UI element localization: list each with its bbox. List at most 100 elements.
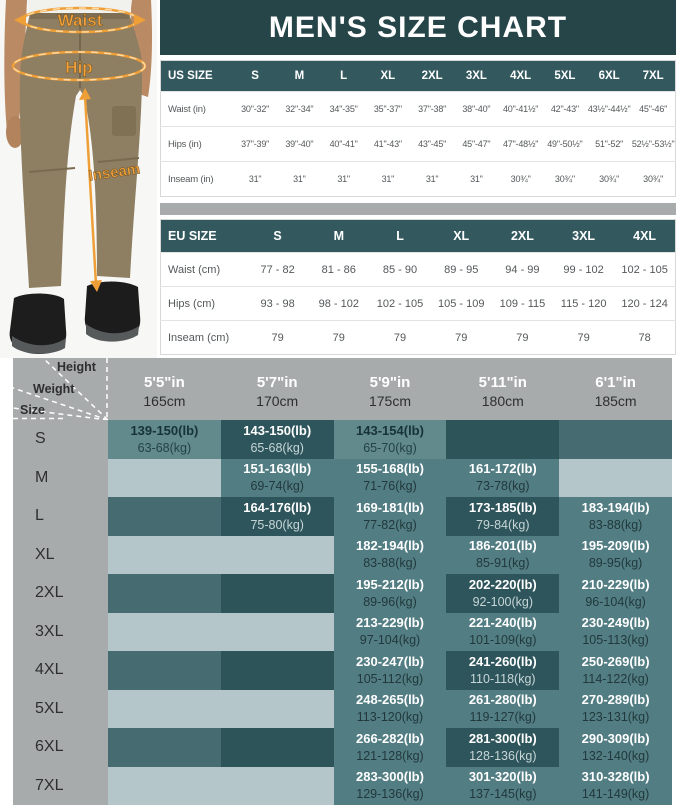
us-size-table: US SIZE S M L XL 2XL 3XL 4XL 5XL 6XL 7XL Waist (in)… xyxy=(160,60,676,197)
eu-measure-value: 94 - 99 xyxy=(491,252,554,287)
matrix-body: S 139-150(lb) 63-68(kg) 143-150(lb) 65-68(kg… xyxy=(13,420,672,805)
us-size-col-4xl: 4XL xyxy=(498,60,543,92)
matrix-row-xl: XL 182-194(lb) 83-88(kg) 186-201(lb) 85-91(k… xyxy=(13,535,672,574)
weight-lb-value: 195-212(lb) xyxy=(356,576,424,592)
weight-range-cell: 143-154(lb) 65-70(kg) xyxy=(333,420,447,459)
empty-cell xyxy=(220,689,334,728)
eu-size-header-label: EU SIZE xyxy=(160,219,247,253)
eu-measure-row: Hips (cm) 93 - 98 98 - 102 102 - 105 105 - 1… xyxy=(160,286,676,321)
waist-annotation: Waist xyxy=(14,6,146,34)
matrix-size-label: 6XL xyxy=(13,728,108,767)
eu-measure-value: 89 - 95 xyxy=(430,252,492,287)
matrix-row-m: M 151-163(lb) 69-74(kg) 155-168(lb) 71-76(kg… xyxy=(13,458,672,497)
matrix-size-label: M xyxy=(13,458,108,497)
weight-kg-value: 132-140(kg) xyxy=(581,748,650,763)
us-size-col-7xl: 7XL xyxy=(631,60,676,92)
height-weight-matrix: Height Weight Size 5'5"in 165cm 5'7"in 170c… xyxy=(12,357,672,805)
left-hand xyxy=(6,116,24,148)
matrix-row-s: S 139-150(lb) 63-68(kg) 143-150(lb) 65-68(kg… xyxy=(13,420,672,459)
us-measure-value: 32"-34" xyxy=(277,91,322,127)
eu-size-col-3xl: 3XL xyxy=(553,219,615,253)
weight-range-cell: 183-194(lb) 83-88(kg) xyxy=(559,497,672,536)
matrix-height-col-4: 5'11"in 180cm xyxy=(446,358,559,425)
empty-cell xyxy=(559,420,672,459)
empty-cell xyxy=(220,728,334,767)
us-measure-row: Inseam (in) 31" 31" 31" 31" 31" 31" 30¾" 30¾" 30¾… xyxy=(160,161,676,197)
eu-measure-value: 77 - 82 xyxy=(247,252,309,287)
us-measure-value: 30¾" xyxy=(587,161,632,197)
corner-ray-1 xyxy=(42,357,109,421)
weight-kg-value: 101-109(kg) xyxy=(469,633,537,648)
weight-lb-value: 143-154(lb) xyxy=(356,422,424,438)
us-measure-label: Waist (in) xyxy=(160,91,233,127)
empty-cell xyxy=(446,420,560,459)
weight-range-cell: 186-201(lb) 85-91(kg) xyxy=(446,535,560,574)
weight-lb-value: 266-282(lb) xyxy=(356,730,424,746)
us-measure-value: 45"-46" xyxy=(631,91,676,127)
eu-header-row: EU SIZE S M L XL 2XL 3XL 4XL xyxy=(160,219,676,253)
weight-range-cell: 283-300(lb) 129-136(kg) xyxy=(333,766,447,805)
eu-measure-value: 115 - 120 xyxy=(553,286,615,321)
weight-lb-value: 221-240(lb) xyxy=(468,615,537,631)
right-knee-zip xyxy=(97,157,140,163)
weight-kg-value: 114-122(kg) xyxy=(582,671,649,686)
us-measure-row: Waist (in) 30"-32" 32"-34" 34"-35" 35"-37" 37… xyxy=(160,91,676,127)
us-size-col-s: S xyxy=(233,60,278,92)
matrix-size-label: XL xyxy=(13,535,108,574)
matrix-height-col-2: 5'7"in 170cm xyxy=(221,358,334,425)
us-measure-value: 40"-41" xyxy=(321,126,366,162)
left-knee-zip xyxy=(28,167,76,173)
matrix-size-label: 3XL xyxy=(13,612,108,651)
us-measure-value: 30¾" xyxy=(631,161,676,197)
weight-kg-value: 83-88(kg) xyxy=(363,556,417,571)
weight-lb-value: 173-185(lb) xyxy=(468,499,537,515)
eu-size-table-wrap: EU SIZE S M L XL 2XL 3XL 4XL Waist (cm) 77 - 82 81… xyxy=(160,219,676,355)
matrix-corner-cell: Height Weight Size xyxy=(12,357,109,425)
eu-size-col-2xl: 2XL xyxy=(491,219,554,253)
cargo-pocket xyxy=(112,106,136,136)
weight-range-cell: 301-320(lb) 137-145(kg) xyxy=(446,766,560,805)
us-size-header-label: US SIZE xyxy=(160,60,233,92)
weight-range-cell: 195-212(lb) 89-96(kg) xyxy=(333,574,447,613)
weight-kg-value: 97-104(kg) xyxy=(359,633,421,648)
eu-size-col-l: L xyxy=(369,219,431,253)
height-feet-label: 5'7"in xyxy=(256,373,298,391)
weight-lb-value: 155-168(lb) xyxy=(356,461,424,477)
weight-kg-value: 77-82(kg) xyxy=(363,517,417,532)
us-measure-row: Hips (in) 37"-39" 39"-40" 40"-41" 41"-43" 43"… xyxy=(160,126,676,162)
weight-kg-value: 105-113(kg) xyxy=(582,633,649,648)
eu-measure-value: 79 xyxy=(553,320,615,355)
matrix-height-col-1: 5'5"in 165cm xyxy=(108,358,221,425)
us-measure-value: 39"-40" xyxy=(277,126,322,162)
height-feet-label: 6'1"in xyxy=(595,373,636,391)
weight-kg-value: 69-74(kg) xyxy=(250,479,304,494)
hip-ellipse-dashes xyxy=(12,51,146,81)
weight-range-cell: 248-265(lb) 113-120(kg) xyxy=(333,689,447,728)
weight-range-cell: 143-150(lb) 65-68(kg) xyxy=(220,420,334,459)
weight-range-cell: 270-289(lb) 123-131(kg) xyxy=(559,689,672,728)
us-measure-value: 45"-47" xyxy=(454,126,499,162)
corner-weight-label: Weight xyxy=(33,382,75,396)
eu-measure-value: 78 xyxy=(614,320,676,355)
us-measure-value: 31" xyxy=(410,161,455,197)
weight-lb-value: 139-150(lb) xyxy=(130,422,199,438)
weight-lb-value: 195-209(lb) xyxy=(581,538,650,554)
eu-measure-value: 79 xyxy=(308,320,370,355)
weight-kg-value: 121-128(kg) xyxy=(356,748,424,763)
corner-size-label: Size xyxy=(20,403,45,417)
weight-lb-value: 161-172(lb) xyxy=(468,461,537,477)
us-measure-label: Hips (in) xyxy=(160,126,233,162)
model-photo: Waist Hip Inseam xyxy=(0,0,157,358)
weight-kg-value: 73-78(kg) xyxy=(476,479,530,494)
empty-cell xyxy=(108,612,221,651)
weight-kg-value: 89-95(kg) xyxy=(588,556,643,571)
us-measure-value: 47"-48½" xyxy=(498,126,543,162)
weight-range-cell: 202-220(lb) 92-100(kg) xyxy=(446,574,560,613)
us-measure-value: 30¾" xyxy=(498,161,543,197)
weight-kg-value: 79-84(kg) xyxy=(476,517,530,532)
empty-cell xyxy=(220,574,334,613)
weight-kg-value: 92-100(kg) xyxy=(472,594,534,609)
eu-measure-value: 105 - 109 xyxy=(430,286,492,321)
matrix-size-label: 7XL xyxy=(13,766,108,805)
